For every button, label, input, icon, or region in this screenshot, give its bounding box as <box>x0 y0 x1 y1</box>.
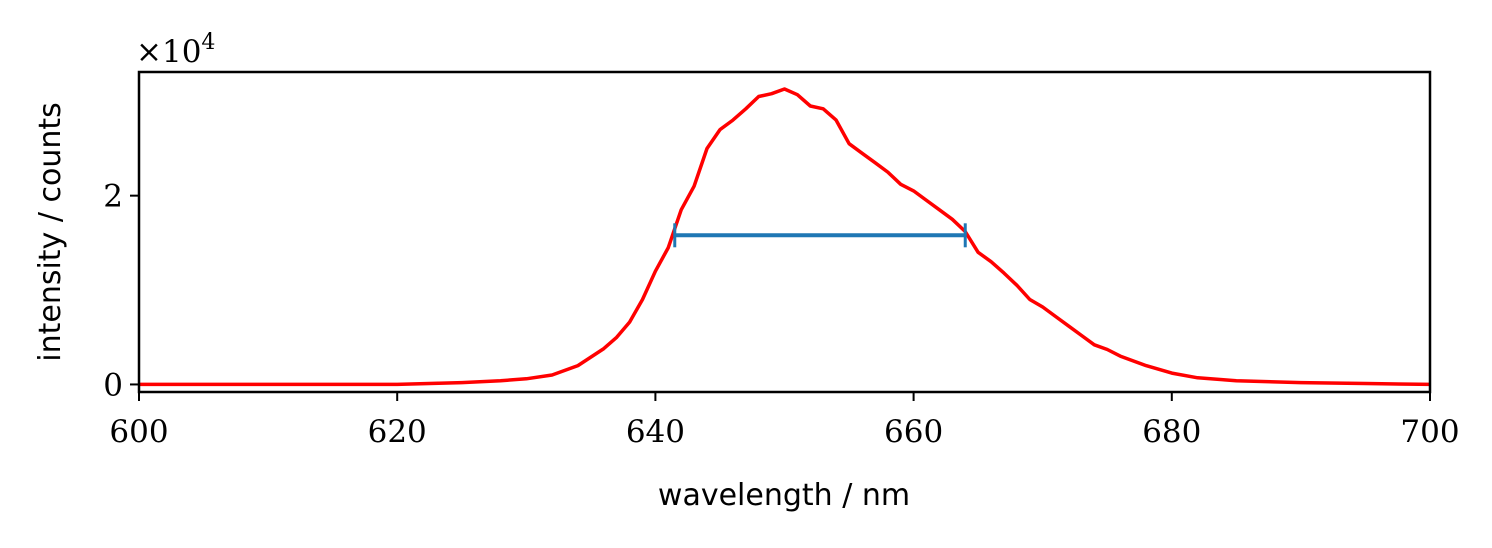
x-tick-label: 700 <box>1400 414 1459 450</box>
y-tick-label: 0 <box>103 367 123 403</box>
y-axis-multiplier-base: ×10 <box>136 34 201 70</box>
x-axis-label: wavelength / nm <box>658 478 910 513</box>
y-axis-multiplier-exponent: 4 <box>201 30 215 55</box>
y-axis: 02 <box>103 179 139 403</box>
x-tick-label: 660 <box>884 414 943 450</box>
x-tick-label: 600 <box>109 414 168 450</box>
plot-frame <box>137 70 1432 394</box>
y-tick-label: 2 <box>103 179 123 215</box>
x-tick-label: 620 <box>368 414 427 450</box>
y-axis-multiplier: ×104 <box>136 30 215 70</box>
x-axis: 600 620 640 660 680 700 <box>109 392 1460 450</box>
y-axis-label: intensity / counts <box>33 102 68 362</box>
series-line-0 <box>139 87 1431 387</box>
plot-area <box>139 87 1431 387</box>
x-tick-label: 640 <box>626 414 685 450</box>
x-tick-label: 680 <box>1142 414 1201 450</box>
